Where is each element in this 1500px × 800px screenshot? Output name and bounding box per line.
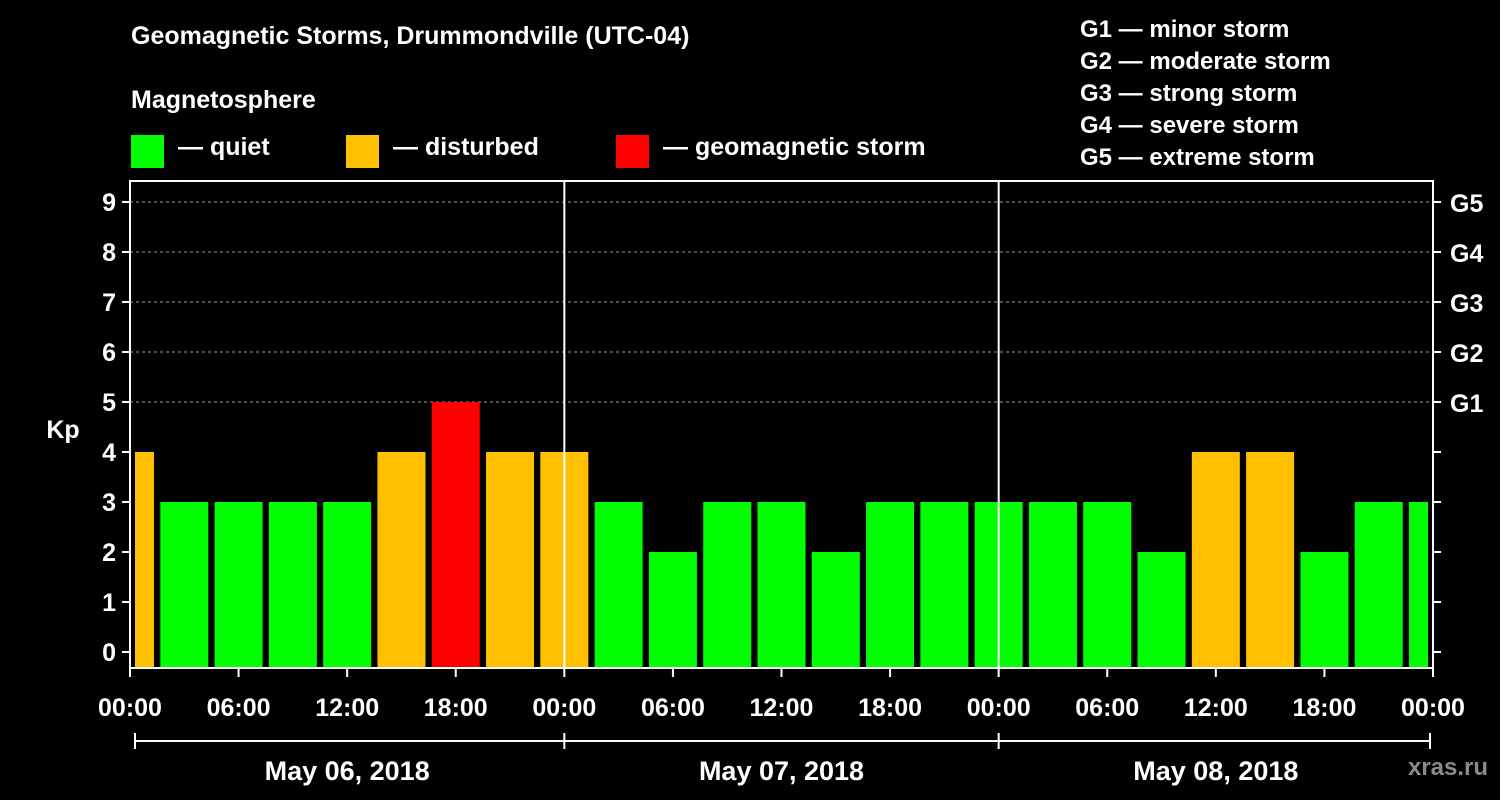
bar-1 <box>160 502 209 668</box>
storm-level-g5: G5 — extreme storm <box>1080 144 1315 171</box>
legend-storm: — geomagnetic storm <box>616 132 926 168</box>
storm-level-g2: G2 — moderate storm <box>1080 48 1331 75</box>
y-axis-label: Kp <box>46 416 79 444</box>
x-tick-label-12: 00:00 <box>1401 694 1465 722</box>
y-tick-label-1: 1 <box>102 589 116 617</box>
x-tick-label-9: 06:00 <box>1075 694 1139 722</box>
legend-subtitle: Magnetosphere <box>131 86 316 114</box>
y-tick-label-2: 2 <box>102 539 116 567</box>
right-axis-label-g3: G3 <box>1450 290 1483 318</box>
storm-level-g1: G1 — minor storm <box>1080 16 1290 43</box>
y-tick-label-5: 5 <box>102 389 116 417</box>
bar-22 <box>1300 552 1349 668</box>
date-label-2: May 08, 2018 <box>1133 756 1298 786</box>
bar-6 <box>431 402 480 668</box>
x-tick-label-6: 12:00 <box>750 694 814 722</box>
bar-14 <box>866 502 915 668</box>
bar-7 <box>486 452 535 668</box>
right-axis-label-g5: G5 <box>1450 190 1483 218</box>
storm-level-list: G1 — minor storm G2 — moderate storm G3 … <box>1080 14 1331 174</box>
legend-disturbed-swatch <box>346 134 379 168</box>
y-tick-label-0: 0 <box>102 639 116 667</box>
legend-storm-label: — geomagnetic storm <box>663 132 926 161</box>
right-axis-label-g4: G4 <box>1450 240 1483 268</box>
bar-3 <box>268 502 317 668</box>
storm-level-g3: G3 — strong storm <box>1080 80 1298 107</box>
x-tick-label-4: 00:00 <box>532 694 596 722</box>
legend-quiet-swatch <box>131 134 164 168</box>
bar-2 <box>214 502 263 668</box>
bar-0 <box>135 452 154 668</box>
bar-15 <box>920 502 969 668</box>
bar-10 <box>648 552 697 668</box>
x-tick-label-2: 12:00 <box>315 694 379 722</box>
x-tick-label-10: 12:00 <box>1184 694 1248 722</box>
x-tick-label-11: 18:00 <box>1292 694 1356 722</box>
legend-disturbed: — disturbed <box>346 132 539 168</box>
bar-24 <box>1409 502 1428 668</box>
y-tick-label-9: 9 <box>102 189 116 217</box>
y-tick-label-3: 3 <box>102 489 116 517</box>
y-tick-label-4: 4 <box>102 439 116 467</box>
bar-11 <box>703 502 752 668</box>
y-tick-label-6: 6 <box>102 339 116 367</box>
legend-disturbed-label: — disturbed <box>393 132 539 161</box>
bar-17 <box>1028 502 1077 668</box>
bar-4 <box>323 502 372 668</box>
bar-18 <box>1083 502 1132 668</box>
x-tick-label-0: 00:00 <box>98 694 162 722</box>
bar-19 <box>1137 552 1186 668</box>
bar-23 <box>1354 502 1403 668</box>
y-tick-label-8: 8 <box>102 239 116 267</box>
bar-13 <box>811 552 860 668</box>
right-axis-label-g2: G2 <box>1450 340 1483 368</box>
watermark: xras.ru <box>1407 754 1488 781</box>
x-tick-label-8: 00:00 <box>967 694 1031 722</box>
bar-5 <box>377 452 426 668</box>
x-tick-label-3: 18:00 <box>424 694 488 722</box>
y-tick-label-7: 7 <box>102 289 116 317</box>
x-tick-label-5: 06:00 <box>641 694 705 722</box>
bar-9 <box>594 502 643 668</box>
bar-12 <box>757 502 806 668</box>
legend-quiet-label: — quiet <box>178 132 270 161</box>
chart-title: Geomagnetic Storms, Drummondville (UTC-0… <box>131 22 690 50</box>
x-tick-label-1: 06:00 <box>207 694 271 722</box>
bar-20 <box>1191 452 1240 668</box>
x-tick-label-7: 18:00 <box>858 694 922 722</box>
bar-21 <box>1246 452 1295 668</box>
date-label-1: May 07, 2018 <box>699 756 864 786</box>
storm-level-g4: G4 — severe storm <box>1080 112 1299 139</box>
right-axis-label-g1: G1 <box>1450 390 1483 418</box>
legend-storm-swatch <box>616 134 649 168</box>
legend-quiet: — quiet <box>131 132 270 168</box>
date-label-0: May 06, 2018 <box>265 756 430 786</box>
